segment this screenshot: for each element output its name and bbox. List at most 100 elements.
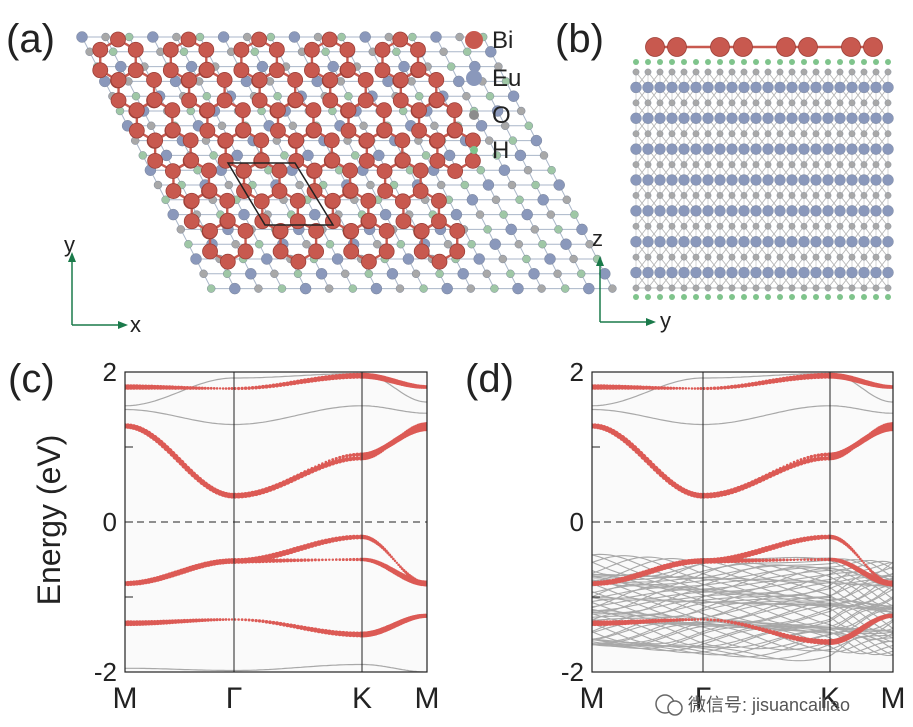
- bi-atom: [289, 192, 306, 209]
- lattice-atom: [668, 284, 676, 292]
- lattice-atom: [521, 208, 533, 221]
- band-2-point: [729, 384, 734, 389]
- bi-atom: [360, 192, 377, 209]
- bi-atom: [127, 41, 144, 58]
- lattice-atom: [507, 180, 517, 190]
- band-4-point: [274, 558, 280, 563]
- lattice-atom: [457, 268, 469, 280]
- lattice-atom: [654, 174, 666, 186]
- bi-atom: [394, 152, 411, 169]
- band-2-point: [257, 385, 262, 390]
- band-1-point: [726, 489, 731, 494]
- band-4-point: [799, 558, 803, 561]
- lattice-atom: [836, 222, 844, 230]
- lattice-atom: [788, 130, 796, 138]
- lattice-atom: [632, 161, 640, 168]
- lattice-atom: [872, 222, 880, 230]
- band-1-point: [334, 456, 338, 461]
- lattice-atom: [537, 194, 549, 206]
- lattice-atom: [692, 161, 700, 168]
- x-tick-label: M: [580, 682, 605, 715]
- band-2-point: [684, 387, 688, 390]
- lattice-atom: [576, 223, 588, 236]
- bi-atom: [392, 72, 409, 88]
- band-1-point: [250, 491, 255, 496]
- bi-atom: [378, 243, 395, 260]
- lattice-atom: [508, 136, 517, 145]
- h-atom: [693, 59, 699, 65]
- band-1-point: [743, 483, 748, 488]
- lattice-atom: [315, 268, 328, 280]
- lattice-atom: [421, 151, 431, 160]
- h-atom: [837, 294, 843, 300]
- band-4-point: [267, 558, 273, 563]
- lattice-atom: [882, 143, 894, 155]
- lattice-atom: [437, 180, 446, 190]
- lattice-atom: [644, 130, 652, 138]
- lattice-atom: [560, 238, 572, 250]
- lattice-atom: [680, 253, 688, 261]
- band-2-point: [230, 387, 234, 390]
- band-5-point: [268, 620, 272, 625]
- h-atom: [681, 294, 687, 300]
- lattice-atom: [714, 112, 726, 124]
- band-1-point: [296, 473, 300, 477]
- lattice-atom: [872, 192, 880, 199]
- band-5-point: [218, 618, 222, 622]
- lattice-atom: [740, 130, 748, 138]
- band-1-point: [253, 490, 259, 496]
- band-2-point: [647, 385, 652, 390]
- band-5-point: [693, 618, 697, 621]
- wechat-icon-bubble: [667, 700, 683, 716]
- lattice-atom: [359, 121, 368, 131]
- band-5-point: [244, 618, 248, 622]
- lattice-atom: [325, 284, 334, 293]
- lattice-atom: [384, 32, 393, 42]
- band-5-point: [215, 618, 219, 622]
- band-0-point: [823, 456, 828, 461]
- h-atom: [873, 59, 879, 65]
- bi-atom: [164, 102, 181, 119]
- lattice-atom: [254, 284, 263, 293]
- lattice-atom: [860, 68, 868, 76]
- lattice-atom: [752, 284, 760, 292]
- lattice-atom: [644, 253, 652, 261]
- h-atom: [765, 294, 771, 300]
- h-atom: [717, 294, 723, 300]
- bi-atom: [147, 152, 164, 169]
- bi-atom: [374, 41, 391, 58]
- band-4-point: [747, 558, 752, 563]
- legend: Bi Eu O H: [465, 27, 521, 164]
- lattice-atom: [870, 174, 882, 186]
- band-5-point: [200, 618, 205, 623]
- h-atom: [753, 59, 759, 65]
- lattice-atom: [788, 161, 796, 168]
- band-4-point: [715, 558, 721, 564]
- lattice-atom: [738, 174, 750, 186]
- bi-atom: [110, 31, 126, 48]
- lattice-atom: [810, 143, 822, 155]
- band-4-point: [260, 558, 266, 564]
- lattice-atom: [439, 47, 448, 56]
- lattice-atom: [485, 136, 494, 145]
- band-2-point: [209, 386, 213, 390]
- bi-atom: [253, 152, 270, 169]
- lattice-atom: [599, 268, 611, 280]
- lattice-atom: [569, 254, 578, 264]
- lattice-atom: [630, 236, 642, 248]
- band-2-point: [678, 386, 682, 390]
- lattice-atom: [491, 105, 504, 117]
- lattice-atom: [632, 222, 640, 230]
- lattice-atom: [494, 62, 503, 71]
- lattice-atom: [690, 112, 702, 124]
- band-2-point: [218, 387, 222, 390]
- lattice-atom: [870, 266, 882, 279]
- lattice-atom: [537, 284, 546, 293]
- lattice-atom: [690, 266, 702, 279]
- bi-atom: [287, 72, 304, 88]
- h-atom: [861, 59, 867, 65]
- lattice-atom: [714, 236, 726, 248]
- lattice-atom: [668, 161, 676, 168]
- lattice-atom: [217, 121, 227, 131]
- lattice-atom: [870, 205, 882, 217]
